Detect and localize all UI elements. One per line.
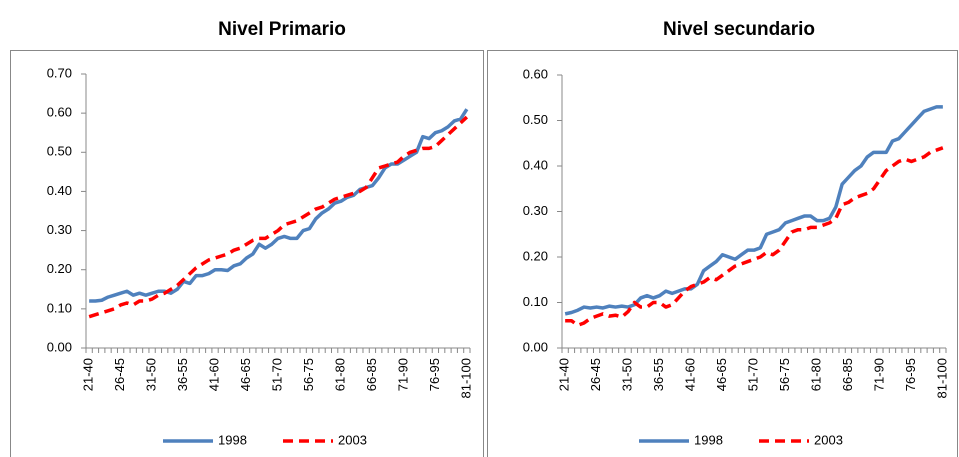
y-tick-label: 0.50 xyxy=(523,112,548,127)
x-tick-label: 76-95 xyxy=(903,358,918,391)
y-tick-label: 0.00 xyxy=(523,339,548,354)
x-tick-label: 81-100 xyxy=(458,358,473,398)
y-tick-label: 0.00 xyxy=(47,339,72,354)
legend-label: 2003 xyxy=(814,432,843,447)
y-tick-label: 0.40 xyxy=(523,157,548,172)
y-tick-label: 0.20 xyxy=(47,261,72,276)
y-tick-label: 0.10 xyxy=(523,294,548,309)
series-line xyxy=(89,108,469,303)
y-tick-label: 0.20 xyxy=(523,248,548,263)
x-tick-label: 51-70 xyxy=(269,358,284,391)
x-tick-label: 21-40 xyxy=(81,358,96,391)
x-tick-label: 46-65 xyxy=(714,358,729,391)
x-tick-label: 31-50 xyxy=(620,358,635,391)
legend-label: 1998 xyxy=(218,432,247,447)
x-tick-label: 36-55 xyxy=(651,358,666,391)
x-tick-label: 26-45 xyxy=(588,358,603,391)
x-tick-label: 41-60 xyxy=(206,358,221,391)
chart-title: Nivel Primario xyxy=(218,19,346,40)
x-tick-label: 76-95 xyxy=(427,358,442,391)
x-tick-label: 41-60 xyxy=(682,358,697,391)
x-tick-label: 31-50 xyxy=(144,358,159,391)
y-tick-label: 0.30 xyxy=(47,222,72,237)
x-tick-label: 81-100 xyxy=(934,358,949,398)
legend-label: 1998 xyxy=(694,432,723,447)
x-tick-label: 71-90 xyxy=(395,358,410,391)
x-tick-label: 61-80 xyxy=(808,358,823,391)
x-tick-label: 71-90 xyxy=(871,358,886,391)
chart-title: Nivel secundario xyxy=(663,19,815,40)
x-tick-label: 36-55 xyxy=(175,358,190,391)
series-line xyxy=(88,115,469,319)
y-tick-label: 0.30 xyxy=(523,203,548,218)
panel-frame xyxy=(487,50,958,457)
x-tick-label: 26-45 xyxy=(112,358,127,391)
y-tick-label: 0.40 xyxy=(47,183,72,198)
x-tick-label: 46-65 xyxy=(238,358,253,391)
y-tick-label: 0.10 xyxy=(47,300,72,315)
x-tick-label: 61-80 xyxy=(332,358,347,391)
panel-frame xyxy=(10,50,484,457)
y-tick-label: 0.70 xyxy=(47,65,72,80)
x-tick-label: 56-75 xyxy=(301,358,316,391)
series-line xyxy=(564,105,943,316)
series-line xyxy=(565,146,944,327)
x-tick-label: 51-70 xyxy=(745,358,760,391)
y-tick-label: 0.60 xyxy=(47,105,72,120)
legend-label: 2003 xyxy=(338,432,367,447)
x-tick-label: 66-85 xyxy=(840,358,855,391)
x-tick-label: 56-75 xyxy=(777,358,792,391)
y-tick-label: 0.50 xyxy=(47,144,72,159)
x-tick-label: 66-85 xyxy=(364,358,379,391)
y-tick-label: 0.60 xyxy=(523,66,548,81)
x-tick-label: 21-40 xyxy=(557,358,572,391)
